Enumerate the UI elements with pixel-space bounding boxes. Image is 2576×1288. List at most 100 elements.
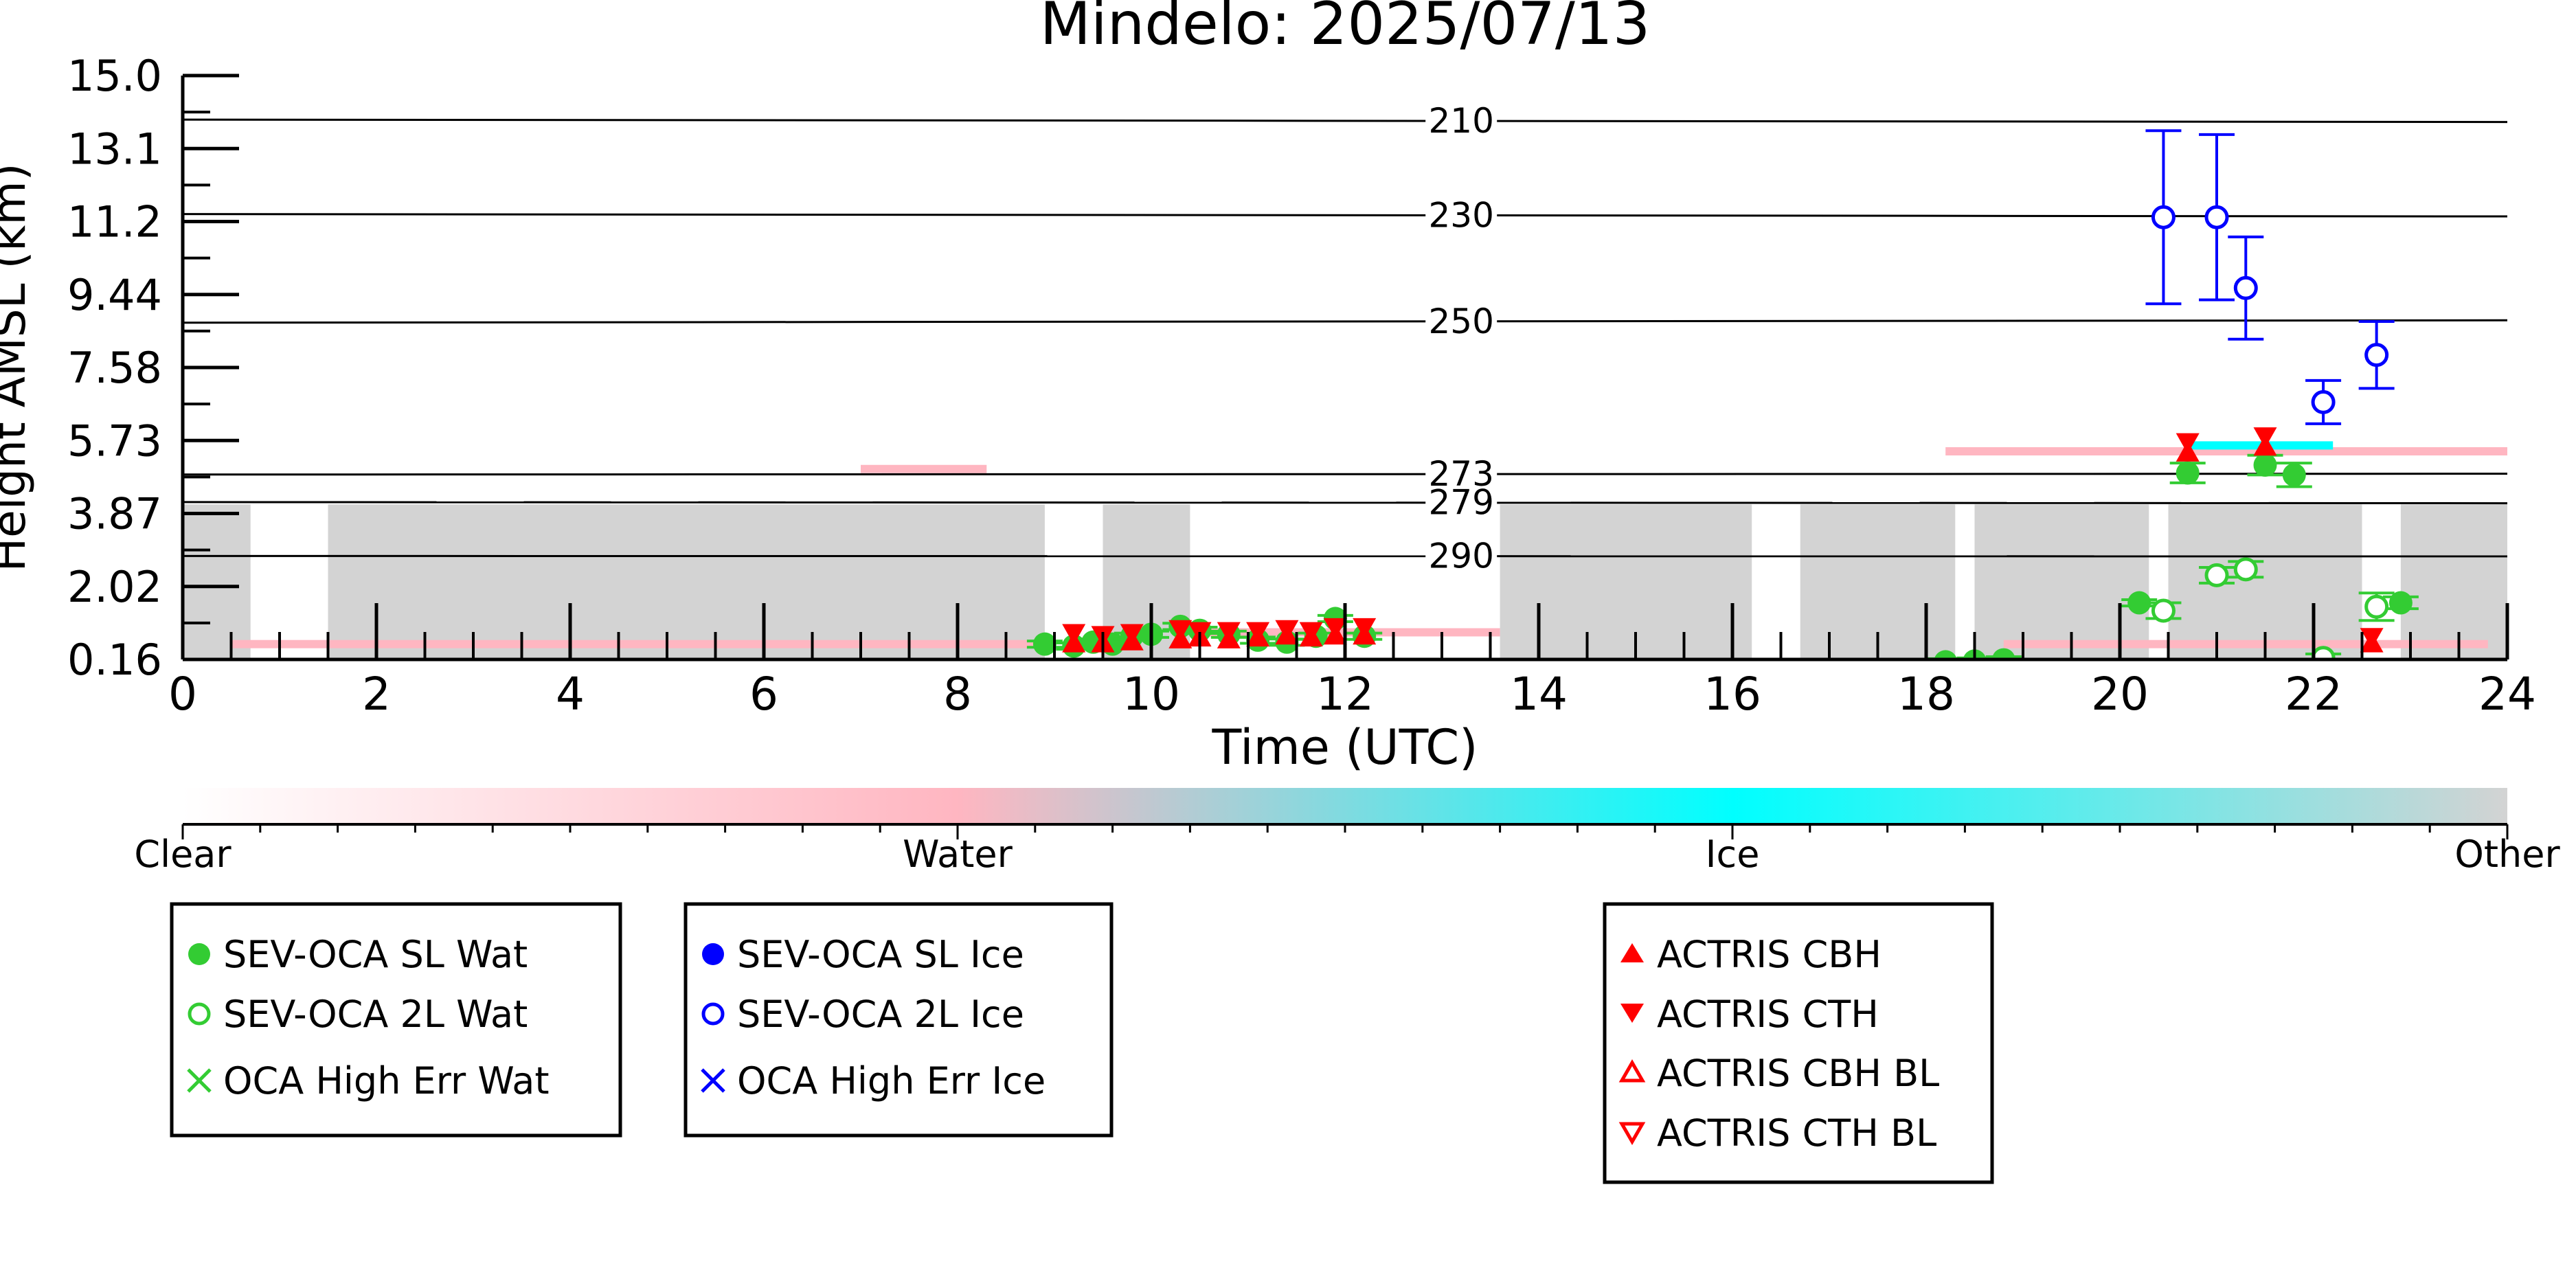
data-point: [2233, 557, 2258, 582]
colorbar-label-ice: Ice: [1706, 833, 1760, 876]
x-tick-label: 14: [1510, 668, 1568, 721]
data-point: [1934, 650, 1957, 659]
x-axis-label: Time (UTC): [1212, 719, 1478, 776]
isotherm-label: 210: [1428, 101, 1493, 141]
other-cloud-region: [1500, 504, 1752, 659]
data-point: [1032, 632, 1057, 656]
x-tick-label: 2: [362, 668, 391, 721]
other-cloud-region: [183, 504, 251, 659]
legend-marker-higherr-ice: [701, 1068, 725, 1093]
colorbar: Clear Water Ice Other: [134, 788, 2560, 876]
y-tick-label: 11.2: [67, 197, 162, 247]
x-tick-label: 8: [943, 668, 972, 721]
colorbar-gradient: [183, 788, 2507, 824]
isotherm-label-bg: [1425, 486, 1498, 519]
isotherm-label-bg: [1425, 199, 1498, 232]
data-point: [2176, 461, 2200, 485]
legend-marker-2l-ice: [701, 1002, 725, 1026]
data-point: [2127, 591, 2151, 615]
legend-marker-sl-wat: [188, 943, 210, 965]
data-point: [2233, 275, 2258, 300]
other-cloud-region: [1974, 504, 2149, 659]
data-point: [1991, 648, 2015, 659]
isotherm-label-bg: [1425, 104, 1498, 137]
data-point: [2388, 591, 2413, 615]
y-axis-label: Height AMSL (km): [0, 163, 36, 572]
x-tick-label: 4: [556, 668, 585, 721]
water-cloud-band: [231, 640, 1054, 648]
isotherm-label: 250: [1428, 302, 1493, 341]
data-point: [1120, 624, 1144, 645]
legend-ice: SEV-OCA SL Ice SEV-OCA 2L Ice OCA High E…: [683, 902, 1114, 1138]
legend-label-cth: ACTRIS CTH: [1657, 993, 1879, 1036]
data-point: [2176, 433, 2200, 454]
data-point: [2204, 205, 2229, 229]
y-tick-label: 0.16: [67, 635, 162, 685]
legend-marker-cth: [1620, 1004, 1644, 1023]
isotherm-label-bg: [1425, 457, 1498, 491]
chart-title: Mindelo: 2025/07/13: [1040, 0, 1651, 58]
isotherm-label: 290: [1428, 536, 1493, 576]
legend-marker-2l-wat: [188, 1002, 211, 1026]
isotherm-line: [182, 501, 2508, 505]
y-tick-label: 15.0: [67, 51, 162, 101]
legend-marker-sl-ice: [702, 943, 724, 965]
data-point: [1168, 620, 1193, 641]
x-tick-label: 0: [168, 668, 197, 721]
data-markers: [1026, 129, 2419, 659]
x-tick-label: 6: [749, 668, 778, 721]
colorbar-label-water: Water: [903, 833, 1013, 876]
y-tick-label: 2.02: [67, 562, 162, 612]
isotherm-label: 230: [1428, 195, 1493, 235]
x-tick-label: 12: [1316, 668, 1374, 721]
legend-label-cbh: ACTRIS CBH: [1657, 933, 1882, 976]
isotherm-line: [182, 118, 2508, 124]
x-tick-label: 18: [1897, 668, 1955, 721]
data-point: [2282, 463, 2306, 487]
data-point: [2360, 628, 2384, 649]
legend-label-2l-wat: SEV-OCA 2L Wat: [223, 993, 528, 1036]
data-point: [1353, 618, 1377, 639]
legend-label-higherr-wat: OCA High Err Wat: [223, 1059, 550, 1103]
data-point: [2204, 563, 2229, 587]
data-point: [2151, 598, 2176, 623]
legend-marker-cbh-bl: [1618, 1059, 1646, 1083]
y-tick-label: 5.73: [67, 416, 162, 466]
legend-label-cbh-bl: ACTRIS CBH BL: [1657, 1052, 1939, 1095]
data-point: [2253, 427, 2277, 449]
x-tick-label: 10: [1122, 668, 1180, 721]
legend-label-2l-ice: SEV-OCA 2L Ice: [737, 993, 1024, 1036]
data-point: [1062, 624, 1086, 645]
colorbar-label-other: Other: [2454, 833, 2560, 876]
data-point: [1217, 622, 1241, 643]
other-cloud-region: [2400, 504, 2507, 659]
x-tick-label: 16: [1704, 668, 1761, 721]
legend-marker-higherr-wat: [187, 1068, 212, 1093]
legend-water: SEV-OCA SL Wat SEV-OCA 2L Wat OCA High E…: [170, 902, 622, 1138]
y-tick-label: 3.87: [67, 489, 162, 539]
water-cloud-band: [2003, 640, 2488, 648]
isotherm-line: [182, 213, 2508, 218]
data-point: [1275, 620, 1299, 641]
x-tick-label: 22: [2285, 668, 2342, 721]
y-tick-label: 9.44: [67, 270, 162, 320]
data-point: [1299, 622, 1323, 643]
legend-label-sl-wat: SEV-OCA SL Wat: [223, 933, 528, 976]
data-point: [2364, 594, 2389, 619]
legend-marker-cbh: [1620, 943, 1644, 962]
legend-marker-cth-bl: [1618, 1122, 1646, 1146]
colorbar-ticks: [181, 824, 2509, 839]
legend-label-cth-bl: ACTRIS CTH BL: [1657, 1111, 1936, 1155]
isotherm-label: 279: [1428, 483, 1493, 523]
data-point: [2253, 453, 2277, 477]
isotherm-label-bg: [1425, 304, 1498, 338]
data-point: [2151, 205, 2176, 229]
isotherm-label-bg: [1425, 539, 1498, 573]
data-point: [2311, 389, 2336, 414]
data-point: [2364, 343, 2389, 368]
legend-actris: ACTRIS CBH ACTRIS CTH ACTRIS CBH BL ACTR…: [1603, 902, 1994, 1184]
data-point: [1246, 622, 1270, 643]
legend-label-sl-ice: SEV-OCA SL Ice: [737, 933, 1024, 976]
